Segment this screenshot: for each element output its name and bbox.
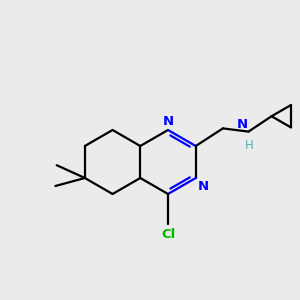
Text: H: H [245, 139, 254, 152]
Text: N: N [198, 180, 209, 193]
Text: Cl: Cl [161, 228, 175, 242]
Text: N: N [162, 115, 174, 128]
Text: N: N [236, 118, 247, 130]
